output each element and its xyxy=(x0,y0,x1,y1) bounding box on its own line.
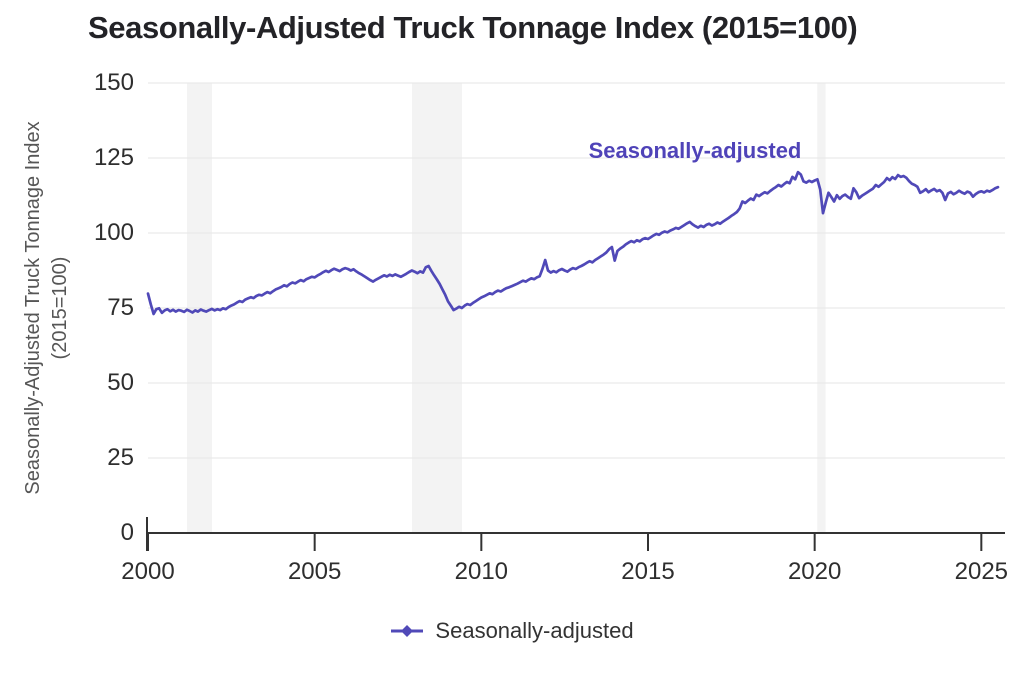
x-tick-label: 2005 xyxy=(287,558,342,585)
chart-title: Seasonally-Adjusted Truck Tonnage Index … xyxy=(88,10,858,45)
y-tick-label: 150 xyxy=(93,69,134,96)
y-tick-label: 100 xyxy=(93,219,134,246)
series-annotation: Seasonally-adjusted xyxy=(588,138,802,163)
y-tick-label: 0 xyxy=(120,519,134,546)
y-tick-label: 25 xyxy=(107,444,134,471)
y-tick-label: 50 xyxy=(107,369,134,396)
y-tick-label: 125 xyxy=(93,144,134,171)
legend-label: Seasonally-adjusted xyxy=(435,618,634,643)
x-tick-label: 2025 xyxy=(954,558,1009,585)
seasonally-adjusted-line xyxy=(146,170,1000,316)
axes xyxy=(146,517,1005,551)
x-tick-label: 2000 xyxy=(121,558,175,585)
y-tick-label: 75 xyxy=(107,294,134,321)
x-tick-label: 2015 xyxy=(621,558,675,585)
legend: Seasonally-adjusted xyxy=(0,618,1024,644)
x-tick-label: 2010 xyxy=(454,558,509,585)
gridlines xyxy=(148,82,1005,459)
line-diamond-marker-icon xyxy=(391,625,424,637)
x-tick-label: 2020 xyxy=(787,558,842,585)
